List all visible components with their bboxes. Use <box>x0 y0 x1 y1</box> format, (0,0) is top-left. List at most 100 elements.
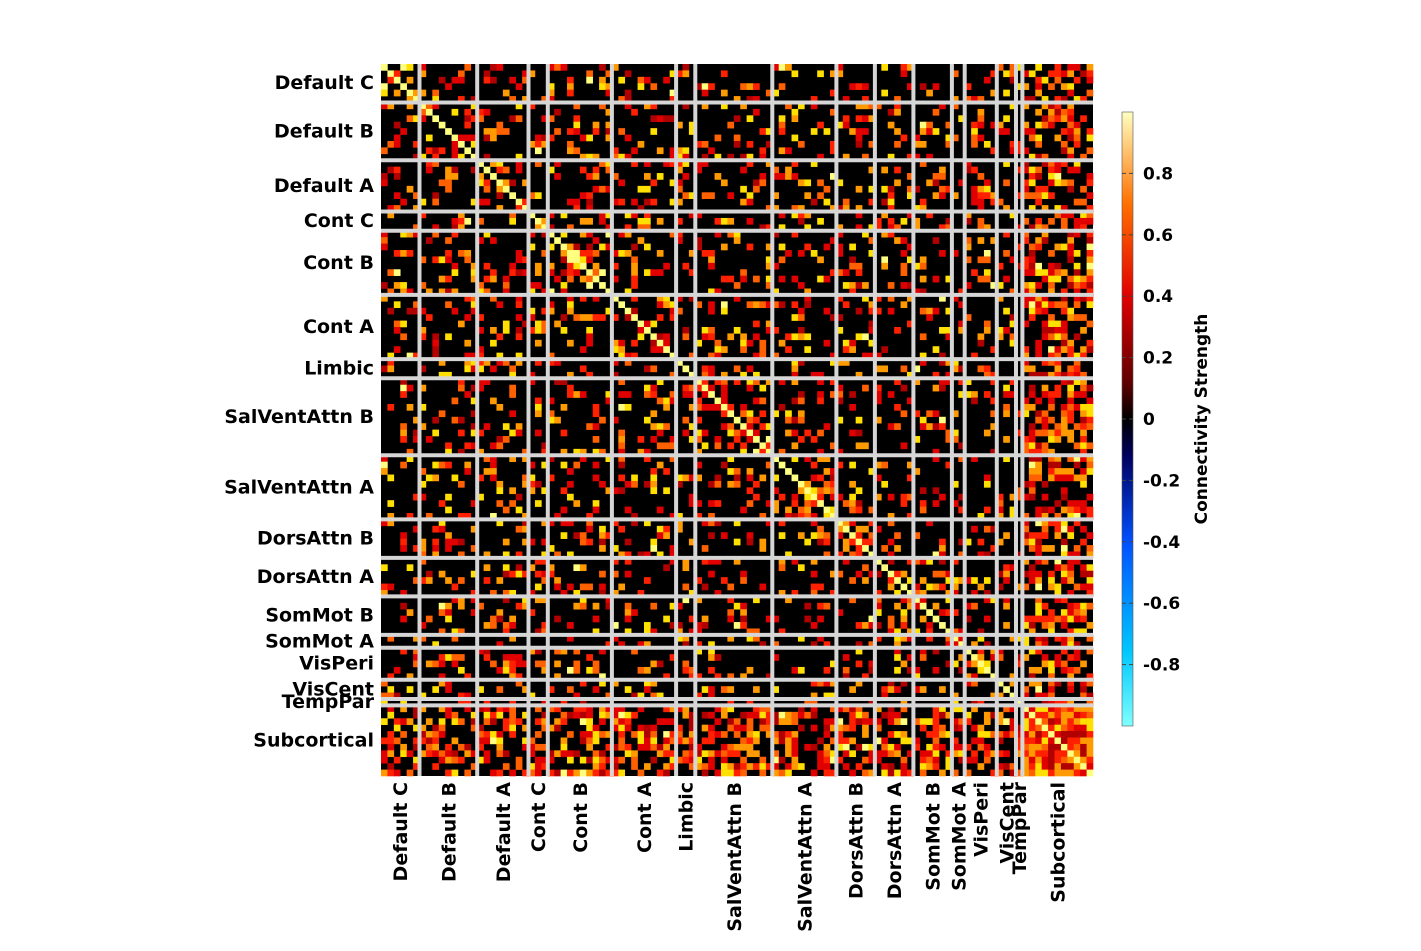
heatmap-cell <box>1041 185 1049 193</box>
heatmap-cell <box>1028 262 1036 270</box>
heatmap-cell <box>964 577 972 584</box>
heatmap-cell <box>656 378 664 386</box>
heatmap-cell <box>990 711 998 719</box>
heatmap-cell <box>765 461 773 469</box>
heatmap-cell <box>541 115 549 123</box>
heatmap-cell <box>509 718 516 725</box>
heatmap-cell <box>1067 731 1075 738</box>
heatmap-cell <box>656 301 664 309</box>
heatmap-cell <box>676 70 683 78</box>
heatmap-cell <box>836 737 844 745</box>
heatmap-cell <box>1086 205 1094 212</box>
heatmap-cell <box>823 423 831 430</box>
heatmap-cell <box>701 769 709 777</box>
heatmap-cell <box>438 76 446 84</box>
heatmap-cell <box>695 160 703 167</box>
heatmap-cell <box>1073 76 1081 84</box>
heatmap-cell <box>1080 346 1087 353</box>
heatmap-cell <box>1003 622 1010 629</box>
heatmap-cell <box>939 731 946 738</box>
heatmap-cell <box>746 198 754 206</box>
heatmap-cell <box>483 198 491 206</box>
heatmap-cell <box>1054 557 1062 565</box>
heatmap-cell <box>797 217 805 225</box>
heatmap-cell <box>778 378 786 386</box>
heatmap-cell <box>438 179 446 187</box>
heatmap-cell <box>567 89 574 97</box>
heatmap-cell <box>451 538 459 546</box>
heatmap-cell <box>906 153 914 161</box>
heatmap-cell <box>753 686 760 693</box>
heatmap-cell <box>688 371 696 379</box>
heatmap-cell <box>740 275 747 283</box>
heatmap-cell <box>1028 615 1036 623</box>
heatmap-cell <box>682 641 690 649</box>
heatmap-cell <box>541 570 549 578</box>
heatmap-cell <box>1048 166 1055 174</box>
heatmap-cell <box>733 237 741 244</box>
heatmap-cell <box>746 436 754 443</box>
heatmap-cell <box>1041 416 1049 424</box>
heatmap-cell <box>894 743 901 751</box>
heatmap-cell <box>419 634 427 642</box>
heatmap-cell <box>727 455 735 462</box>
heatmap-cell <box>637 83 645 90</box>
heatmap-cell <box>1073 718 1081 725</box>
heatmap-cell <box>746 628 754 636</box>
heatmap-cell <box>1060 83 1068 90</box>
heatmap-cell <box>797 211 805 219</box>
heatmap-cell <box>688 403 696 411</box>
colorbar-label: Connectivity Strength <box>1192 314 1212 525</box>
heatmap-cell <box>496 359 504 366</box>
heatmap-cell <box>1035 570 1042 578</box>
heatmap-cell <box>1003 763 1010 770</box>
heatmap-cell <box>393 70 401 78</box>
heatmap-cell <box>849 750 856 758</box>
heatmap-cell <box>567 128 574 135</box>
heatmap-cell <box>714 731 722 738</box>
heatmap-cell <box>1035 513 1042 520</box>
heatmap-cell <box>618 724 626 732</box>
heatmap-cell <box>1067 147 1075 155</box>
heatmap-cell <box>1086 506 1094 514</box>
heatmap-cell <box>932 737 940 745</box>
heatmap-cell <box>457 153 465 161</box>
heatmap-cell <box>470 750 478 758</box>
heatmap-cell <box>720 410 728 418</box>
heatmap-cell <box>894 666 901 674</box>
heatmap-cell <box>906 282 914 289</box>
heatmap-cell <box>592 756 600 764</box>
heatmap-cell <box>554 705 561 713</box>
heatmap-cell <box>823 532 831 539</box>
heatmap-cell <box>791 474 799 482</box>
heatmap-cell <box>720 378 728 386</box>
heatmap-cell <box>682 64 690 71</box>
heatmap-cell <box>996 750 1004 758</box>
heatmap-cell <box>1054 532 1062 539</box>
heatmap-cell <box>464 461 472 469</box>
heatmap-cell <box>688 538 696 546</box>
heatmap-cell <box>618 756 626 764</box>
heatmap-cell <box>874 102 882 110</box>
heatmap-cell <box>1028 448 1036 456</box>
heatmap-cell <box>496 609 504 616</box>
heatmap-cell <box>862 577 869 584</box>
heatmap-cell <box>868 307 876 315</box>
heatmap-cell <box>778 115 786 123</box>
heatmap-cell <box>1009 506 1017 514</box>
heatmap-cell <box>765 301 773 309</box>
heatmap-cell <box>432 192 440 199</box>
heatmap-cell <box>1009 731 1017 738</box>
heatmap-cell <box>823 185 831 193</box>
heatmap-cell <box>868 532 876 539</box>
heatmap-cell <box>502 179 510 187</box>
heatmap-cell <box>842 519 850 527</box>
heatmap-cell <box>740 423 747 430</box>
heatmap-cell <box>496 705 504 713</box>
heatmap-cell <box>637 551 645 559</box>
heatmap-cell <box>1060 615 1068 623</box>
heatmap-cell <box>643 384 651 392</box>
heatmap-cell <box>759 339 767 347</box>
heatmap-cell <box>945 589 953 597</box>
heatmap-cell <box>855 711 863 719</box>
